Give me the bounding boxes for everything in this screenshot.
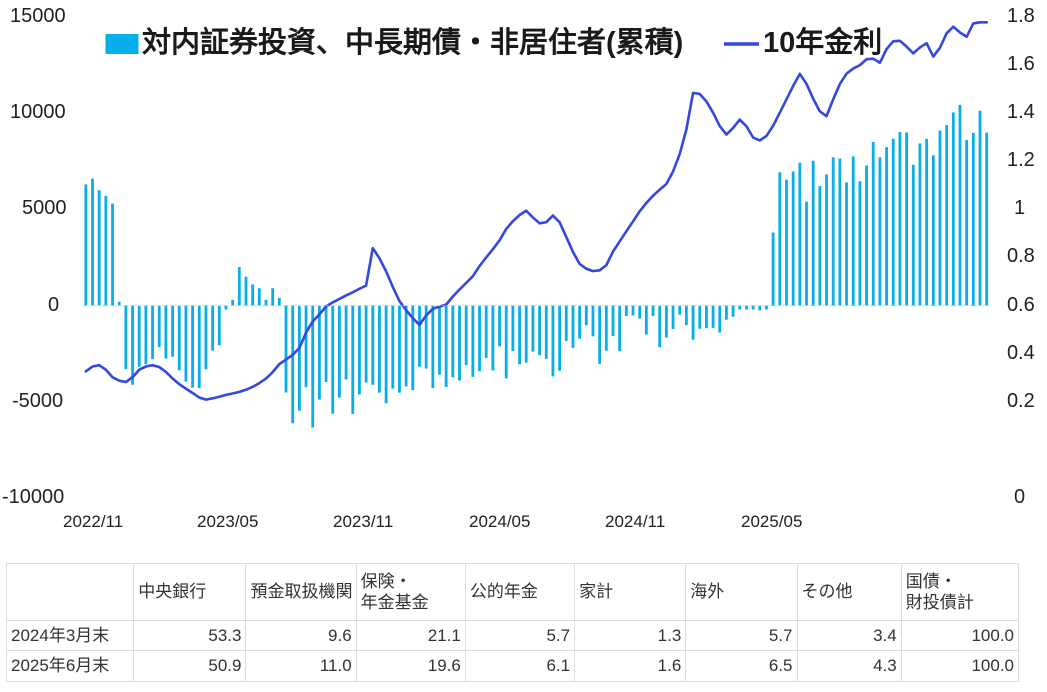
svg-text:2025/05: 2025/05	[741, 512, 802, 531]
svg-text:2022/11: 2022/11	[63, 512, 123, 531]
svg-text:1.4: 1.4	[1007, 101, 1035, 123]
svg-text:10年金利: 10年金利	[763, 25, 882, 59]
svg-text:0.8: 0.8	[1007, 245, 1035, 267]
svg-text:1.6: 1.6	[1007, 53, 1035, 75]
svg-text:0: 0	[1014, 486, 1025, 508]
svg-text:2023/11: 2023/11	[333, 512, 393, 531]
svg-text:2024/05: 2024/05	[469, 512, 530, 531]
svg-text:5000: 5000	[22, 197, 67, 219]
svg-text:2024/11: 2024/11	[605, 512, 665, 531]
svg-text:0: 0	[48, 294, 59, 316]
svg-text:1: 1	[1014, 197, 1025, 219]
svg-text:15000: 15000	[10, 5, 66, 27]
svg-text:0.6: 0.6	[1007, 294, 1035, 316]
svg-text:0.2: 0.2	[1007, 390, 1035, 412]
svg-text:1.2: 1.2	[1007, 149, 1035, 171]
svg-text:-5000: -5000	[12, 390, 63, 412]
svg-text:10000: 10000	[10, 101, 66, 123]
svg-text:-10000: -10000	[2, 486, 64, 508]
svg-text:1.8: 1.8	[1007, 5, 1035, 27]
svg-text:2023/05: 2023/05	[197, 512, 258, 531]
svg-text:対内証券投資、中長期債・非居住者(累積): 対内証券投資、中長期債・非居住者(累積)	[142, 26, 683, 59]
svg-text:0.4: 0.4	[1007, 342, 1035, 364]
